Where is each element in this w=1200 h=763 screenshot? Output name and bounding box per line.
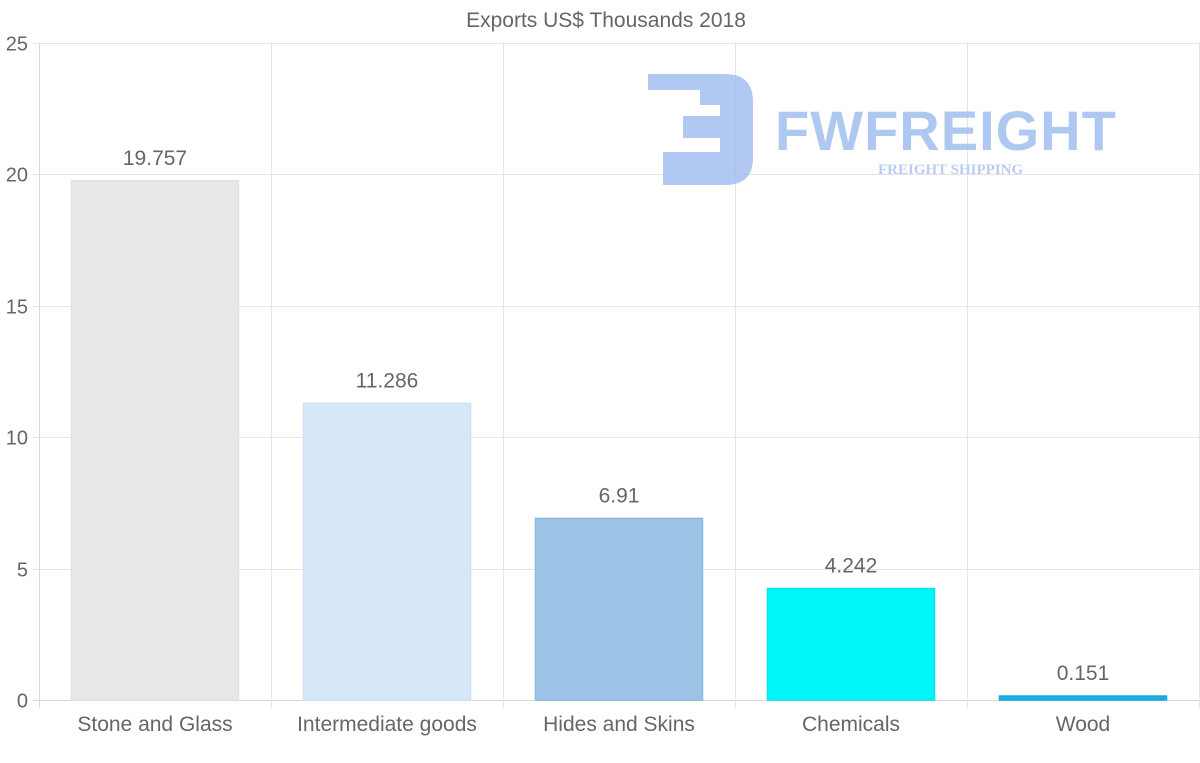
bar-value-label: 0.151: [1057, 662, 1110, 685]
bar-value-label: 6.91: [599, 484, 640, 507]
x-tick-label: Wood: [1056, 713, 1110, 736]
chart-title: Exports US$ Thousands 2018: [466, 9, 746, 32]
bar-wood[interactable]: [998, 695, 1168, 701]
bar-chemicals[interactable]: [766, 587, 936, 701]
y-tick-label: 15: [6, 297, 28, 319]
y-tick-label: 25: [6, 34, 28, 56]
x-tick-label: Intermediate goods: [297, 713, 477, 736]
bar-hides-and-skins[interactable]: [534, 517, 704, 701]
bar-value-label: 11.286: [356, 369, 419, 392]
bar-intermediate-goods[interactable]: [302, 402, 472, 701]
fwfreight-logo-icon: [648, 74, 753, 185]
y-tick-label: 20: [6, 165, 28, 187]
data-labels: 19.757 11.286 6.91 4.242 0.151: [123, 147, 1109, 685]
watermark-tagline: FREIGHT SHIPPING: [878, 162, 1023, 178]
bar-value-label: 19.757: [123, 147, 187, 170]
y-tick-label: 10: [6, 428, 28, 450]
bar-stone-and-glass[interactable]: [70, 180, 240, 701]
axes: 0 5 10 15 20 25 Stone and Glass Intermediate go…: [6, 34, 1110, 737]
y-tick-label: 5: [17, 560, 28, 582]
x-tick-label: Stone and Glass: [77, 713, 232, 736]
x-tick-label: Hides and Skins: [543, 713, 695, 736]
watermark: FWFREIGHT FREIGHT SHIPPING: [648, 74, 1117, 185]
watermark-brand: FWFREIGHT: [775, 99, 1117, 162]
x-tick-label: Chemicals: [802, 713, 900, 736]
y-tick-label: 0: [17, 691, 28, 713]
bars: [70, 180, 1168, 701]
bar-value-label: 4.242: [825, 555, 878, 578]
